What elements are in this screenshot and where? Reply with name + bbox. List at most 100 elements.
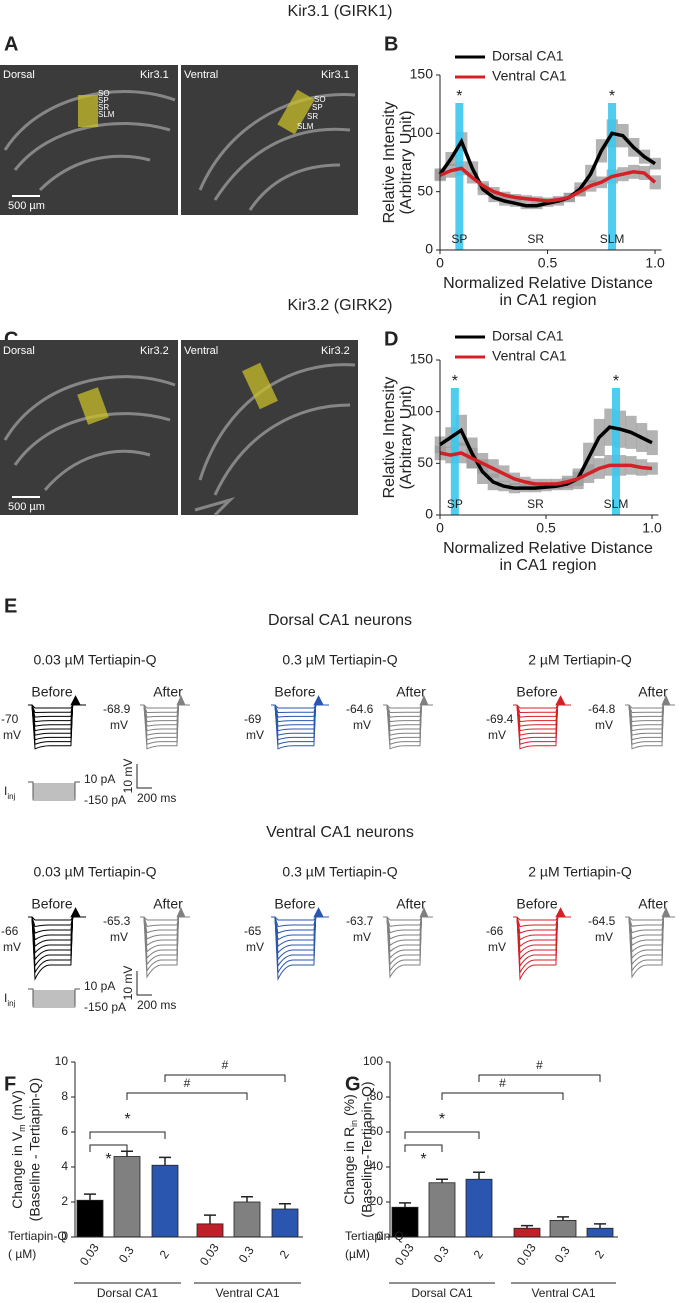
voltage-trace (513, 916, 571, 948)
region-label: SR (527, 497, 544, 511)
panel-label: B (384, 33, 398, 55)
current-scale: -150 pA (84, 1000, 126, 1014)
voltage-trace (383, 704, 433, 718)
data-line (439, 166, 657, 203)
scale-label: 200 ms (137, 998, 176, 1012)
vm-unit: mV (353, 718, 371, 732)
vm-label: -70 (1, 712, 19, 726)
panel-label: A (4, 33, 18, 55)
trace-label: After (153, 896, 183, 912)
voltage-trace (383, 916, 433, 934)
bar (233, 1201, 261, 1238)
highlight-bar (455, 103, 464, 250)
voltage-trace (513, 704, 571, 723)
voltage-trace (513, 916, 571, 921)
x-tick-label: 0.3 (552, 1243, 573, 1265)
condition-title: 2 µM Tertiapin-Q (528, 864, 632, 880)
trace-label: Before (274, 896, 315, 912)
scale-label: 500 µm (8, 200, 45, 212)
y-tick-label: 80 (370, 1089, 384, 1103)
current-step (28, 988, 80, 1008)
dose-label: (µM) (345, 1247, 370, 1261)
y-tick-label: 2 (61, 1194, 68, 1208)
voltage-trace (271, 704, 329, 732)
significance-mark: # (536, 1058, 543, 1072)
x-tick-label: 0.3 (116, 1243, 137, 1265)
legend-label: Dorsal CA1 (492, 48, 564, 64)
voltage-trace (661, 907, 671, 918)
voltage-trace (625, 916, 675, 947)
vm-label: -64.8 (588, 702, 616, 716)
highlight-bar (450, 388, 459, 515)
bar (271, 1208, 299, 1238)
y-tick-label: 100 (410, 124, 434, 140)
x-axis-label: Normalized Relative Distance (443, 540, 653, 557)
voltage-trace (140, 916, 190, 940)
y-axis-label: (Arbitrary Unit) (398, 110, 415, 214)
dose-label: Tertiapin-Q (8, 1229, 67, 1243)
voltage-trace (625, 916, 675, 940)
voltage-trace (625, 704, 675, 709)
group-label: Ventral CA1 (531, 1286, 595, 1300)
figure-title: Kir3.1 (GIRK1) (288, 3, 393, 20)
voltage-trace (70, 695, 81, 706)
vm-unit: mV (246, 728, 264, 742)
layer-label: SR (98, 103, 109, 112)
trace-label: Before (274, 684, 315, 700)
trace-label: After (153, 684, 183, 700)
voltage-trace (271, 916, 329, 928)
voltage-trace (28, 704, 86, 718)
micrograph (181, 340, 358, 517)
x-axis-label: in CA1 region (500, 557, 597, 574)
voltage-trace (625, 916, 675, 934)
micrograph (181, 65, 358, 215)
voltage-trace (28, 916, 86, 928)
voltage-trace (625, 704, 675, 750)
bracket (89, 1144, 128, 1152)
voltage-trace (140, 916, 190, 979)
voltage-trace (28, 916, 86, 921)
dose-label: ( µM) (8, 1247, 36, 1261)
x-tick-label: 0.03 (514, 1241, 539, 1268)
layer-label: SP (98, 96, 109, 105)
voltage-trace (28, 704, 86, 723)
voltage-trace (625, 704, 675, 723)
significance-mark: # (499, 1076, 506, 1090)
y-tick-label: 100 (410, 402, 434, 418)
voltage-trace (28, 916, 86, 948)
bar (428, 1182, 456, 1238)
voltage-trace (28, 704, 86, 714)
voltage-trace (625, 704, 675, 714)
layer-label: SP (312, 103, 323, 112)
voltage-trace (513, 704, 571, 714)
current-label-sub: inj (7, 792, 15, 801)
panel-label: F (4, 1073, 16, 1095)
voltage-trace (661, 695, 671, 706)
voltage-trace (625, 704, 675, 727)
vm-label: -69.4 (486, 712, 514, 726)
significance-mark: * (613, 373, 619, 390)
current-label: Iinj (4, 991, 16, 1007)
panel-label: E (4, 595, 17, 617)
voltage-trace (140, 916, 190, 934)
error-band (649, 175, 661, 190)
significance-mark: * (456, 88, 462, 105)
condition-title: 0.3 µM Tertiapin-Q (282, 652, 397, 668)
bracket (404, 1131, 480, 1139)
x-tick-label: 0.5 (536, 520, 556, 536)
voltage-trace (513, 916, 571, 928)
x-tick-label: 0.03 (77, 1241, 102, 1268)
scale-label: 10 mV (121, 759, 135, 794)
x-tick-label: 0.5 (538, 255, 558, 271)
error-band (649, 157, 661, 170)
region-label: SP (451, 232, 467, 246)
scale-label: 500 µm (8, 501, 45, 513)
x-tick-label: 2 (592, 1248, 607, 1262)
current-scale: -150 pA (84, 793, 126, 807)
voltage-trace (555, 695, 566, 706)
error-band (646, 462, 658, 475)
voltage-trace (513, 704, 571, 732)
trace-label: After (638, 684, 668, 700)
y-axis-label: Change in R (341, 1127, 357, 1205)
x-tick-label: 1.0 (645, 255, 665, 271)
